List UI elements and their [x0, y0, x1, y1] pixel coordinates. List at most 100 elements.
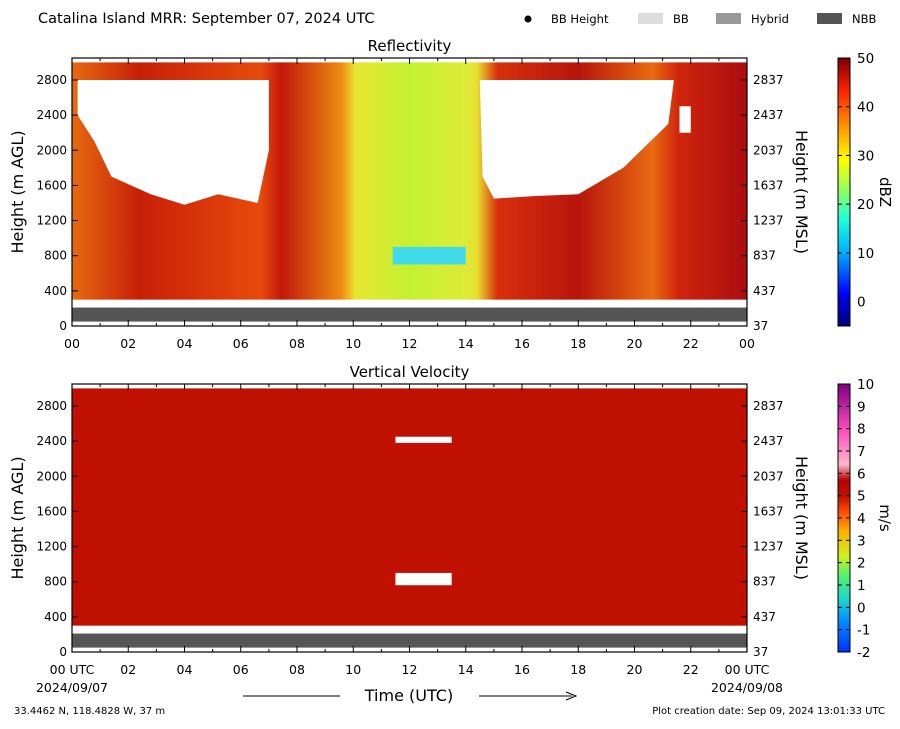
y-tick-label: 800	[44, 249, 67, 263]
panel-title: Reflectivity	[368, 37, 452, 55]
x-tick-label: 00	[739, 336, 755, 351]
y-tick-label-right: 837	[753, 249, 776, 263]
x-tick-label: 12	[402, 662, 418, 677]
x-tick-label: 22	[683, 336, 699, 351]
y-tick-label: 2800	[36, 399, 67, 413]
y-axis-label-left: Height (m AGL)	[8, 130, 27, 253]
legend-label: NBB	[852, 12, 876, 26]
y-tick-label: 1200	[36, 540, 67, 554]
x-tick-label: 18	[570, 336, 586, 351]
y-tick-label-right: 437	[753, 610, 776, 624]
nbb-strip	[72, 307, 747, 322]
colorbar-tick-label: 7	[857, 444, 866, 460]
y-tick-label-right: 2437	[753, 108, 784, 122]
x-tick-label: 12	[402, 336, 418, 351]
no-echo-region	[77, 80, 269, 205]
colorbar-tick-label: 40	[857, 100, 874, 116]
y-tick-label-right: 2037	[753, 143, 784, 157]
low-reflectivity-band	[392, 246, 466, 265]
end-date-label: 2024/09/08	[711, 680, 783, 695]
y-tick-label: 400	[44, 284, 67, 298]
no-echo-region	[479, 80, 674, 199]
colorbar-tick-label: 20	[857, 197, 874, 213]
x-tick-label: 20	[627, 662, 643, 677]
x-tick-label: 16	[514, 336, 530, 351]
y-tick-label: 800	[44, 575, 67, 589]
y-tick-label: 1600	[36, 504, 67, 518]
x-tick-label: 08	[289, 662, 305, 677]
bright-band-legend: BB Height BB Hybrid NBB	[524, 12, 876, 26]
nbb-strip	[72, 633, 747, 648]
x-tick-label: 08	[289, 336, 305, 351]
y-tick-label: 2800	[36, 73, 67, 87]
y-tick-label: 0	[59, 645, 67, 659]
y-tick-label-right: 1637	[753, 504, 784, 518]
legend-swatch	[716, 13, 741, 24]
legend-label: BB	[673, 12, 689, 26]
colorbar-tick-label: 10	[857, 246, 874, 262]
x-tick-label: 14	[458, 336, 474, 351]
x-tick-label: 22	[683, 662, 699, 677]
velocity-echo	[72, 388, 747, 626]
x-tick-label: 04	[177, 662, 193, 677]
reflectivity-field	[72, 62, 747, 322]
velocity-field	[72, 388, 747, 648]
legend-swatch	[817, 13, 842, 24]
start-date-label: 2024/09/07	[36, 680, 108, 695]
x-tick-label: 10	[345, 662, 361, 677]
colorbar-tick-label: 2	[857, 556, 866, 572]
x-tick-label: 20	[627, 336, 643, 351]
y-tick-label: 2000	[36, 469, 67, 483]
colorbar-tick-label: 1	[857, 578, 866, 594]
x-tick-label: 06	[233, 662, 249, 677]
y-tick-label-right: 37	[753, 319, 768, 333]
panel-title: Vertical Velocity	[350, 363, 470, 381]
colorbar-tick-label: 30	[857, 148, 874, 164]
y-tick-label-right: 2837	[753, 399, 784, 413]
y-tick-label: 2000	[36, 143, 67, 157]
x-tick-label: 04	[177, 336, 193, 351]
x-tick-label: 00 UTC	[50, 662, 95, 677]
x-tick-label: 14	[458, 662, 474, 677]
y-axis-label-right: Height (m MSL)	[792, 130, 811, 254]
colorbar-tick-label: -2	[857, 645, 870, 661]
y-tick-label-right: 837	[753, 575, 776, 589]
no-echo-region	[679, 106, 691, 133]
plot-creation-date: Plot creation date: Sep 09, 2024 13:01:3…	[652, 706, 885, 717]
y-tick-label: 2400	[36, 434, 67, 448]
y-tick-label-right: 1237	[753, 214, 784, 228]
y-tick-label: 1200	[36, 214, 67, 228]
y-tick-label-right: 2437	[753, 434, 784, 448]
no-echo-region	[395, 572, 452, 586]
y-tick-label-right: 1637	[753, 178, 784, 192]
colorbar-gradient	[837, 57, 851, 327]
colorbar-label: dBZ	[876, 177, 894, 207]
y-tick-label: 2400	[36, 108, 67, 122]
x-tick-label: 00 UTC	[725, 662, 770, 677]
x-tick-label: 16	[514, 662, 530, 677]
y-tick-label-right: 2837	[753, 73, 784, 87]
colorbar-tick-label: 6	[857, 466, 866, 482]
colorbar-tick-label: 50	[857, 51, 874, 67]
y-tick-label-right: 2037	[753, 469, 784, 483]
colorbar-tick-label: 3	[857, 533, 866, 549]
x-tick-label: 02	[120, 662, 136, 677]
y-axis-label-right: Height (m MSL)	[792, 456, 811, 580]
legend-swatch	[638, 13, 663, 24]
station-location: 33.4462 N, 118.4828 W, 37 m	[14, 706, 165, 717]
y-tick-label: 400	[44, 610, 67, 624]
y-tick-label: 0	[59, 319, 67, 333]
x-tick-label: 10	[345, 336, 361, 351]
x-tick-label: 02	[120, 336, 136, 351]
colorbar-tick-label: 5	[857, 489, 866, 505]
no-echo-region	[395, 436, 452, 443]
y-tick-label-right: 1237	[753, 540, 784, 554]
colorbar-tick-label: 4	[857, 511, 866, 527]
colorbar-tick-label: 0	[857, 600, 866, 616]
figure-title: Catalina Island MRR: September 07, 2024 …	[38, 11, 374, 27]
colorbar-label: m/s	[876, 504, 894, 532]
reflectivity-colorbar: dBZ 0 10 20 30 40 50	[837, 51, 894, 327]
